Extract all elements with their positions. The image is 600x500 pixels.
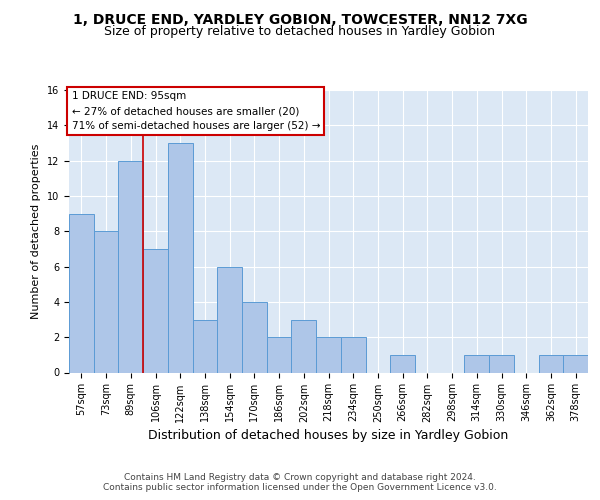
Bar bbox=[143, 249, 168, 372]
Bar bbox=[69, 214, 94, 372]
Y-axis label: Number of detached properties: Number of detached properties bbox=[31, 144, 41, 319]
Bar bbox=[563, 355, 588, 372]
Text: Size of property relative to detached houses in Yardley Gobion: Size of property relative to detached ho… bbox=[104, 25, 496, 38]
Text: Contains HM Land Registry data © Crown copyright and database right 2024.
Contai: Contains HM Land Registry data © Crown c… bbox=[103, 473, 497, 492]
Bar bbox=[539, 355, 563, 372]
Bar bbox=[390, 355, 415, 372]
Bar bbox=[292, 320, 316, 372]
Bar bbox=[489, 355, 514, 372]
Bar bbox=[217, 266, 242, 372]
Bar bbox=[168, 143, 193, 372]
Text: 1, DRUCE END, YARDLEY GOBION, TOWCESTER, NN12 7XG: 1, DRUCE END, YARDLEY GOBION, TOWCESTER,… bbox=[73, 12, 527, 26]
Bar bbox=[341, 337, 365, 372]
Bar bbox=[464, 355, 489, 372]
Bar bbox=[316, 337, 341, 372]
Bar bbox=[193, 320, 217, 372]
Bar bbox=[94, 231, 118, 372]
Text: 1 DRUCE END: 95sqm
← 27% of detached houses are smaller (20)
71% of semi-detache: 1 DRUCE END: 95sqm ← 27% of detached hou… bbox=[71, 92, 320, 131]
Bar bbox=[118, 160, 143, 372]
Bar bbox=[242, 302, 267, 372]
Bar bbox=[267, 337, 292, 372]
X-axis label: Distribution of detached houses by size in Yardley Gobion: Distribution of detached houses by size … bbox=[148, 428, 509, 442]
